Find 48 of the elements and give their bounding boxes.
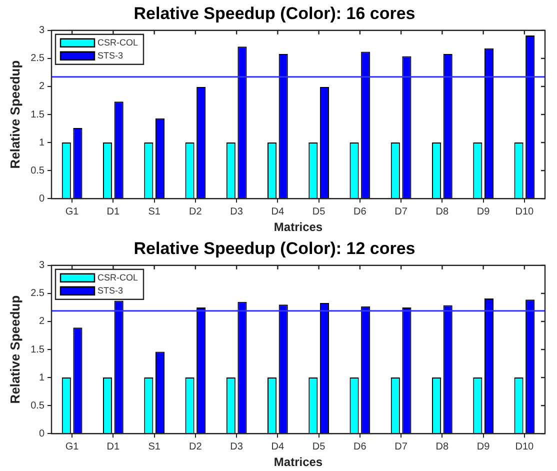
x-tick-label: D7 bbox=[394, 441, 408, 452]
legend-label: CSR-COL bbox=[98, 37, 138, 48]
y-tick-label: 1 bbox=[38, 137, 45, 148]
legend-label: CSR-COL bbox=[98, 272, 138, 282]
x-tick-label: D4 bbox=[271, 206, 285, 218]
y-tick-label: 2.5 bbox=[30, 288, 45, 300]
x-tick-label: G1 bbox=[65, 206, 80, 218]
x-tick-label: G1 bbox=[65, 441, 80, 452]
x-tick-label: D4 bbox=[271, 441, 285, 452]
y-tick-label: 2.5 bbox=[30, 53, 45, 64]
x-tick-label: S1 bbox=[148, 441, 161, 452]
x-axis-title: Matrices bbox=[274, 220, 323, 234]
y-tick-label: 0.5 bbox=[30, 400, 45, 412]
x-tick-label: D7 bbox=[394, 206, 408, 218]
y-tick-label: 0 bbox=[38, 428, 45, 440]
y-tick-label: 2 bbox=[38, 316, 45, 328]
x-tick-label: D5 bbox=[312, 441, 326, 452]
y-tick-label: 1.5 bbox=[30, 344, 45, 356]
y-tick-label: 2 bbox=[38, 81, 45, 92]
x-tick-label: D2 bbox=[189, 441, 202, 452]
x-tick-label: D6 bbox=[354, 206, 367, 218]
x-tick-label: D1 bbox=[106, 441, 120, 452]
x-tick-label: D3 bbox=[230, 441, 244, 452]
y-axis-title: Relative Speedup bbox=[7, 295, 22, 404]
y-tick-label: 0.5 bbox=[30, 165, 45, 176]
y-tick-label: 3 bbox=[38, 25, 45, 36]
x-tick-label: D9 bbox=[476, 206, 490, 218]
x-tick-label: D5 bbox=[312, 206, 326, 218]
x-tick-label: D8 bbox=[436, 206, 450, 218]
x-tick-label: S1 bbox=[148, 206, 161, 218]
y-tick-label: 1.5 bbox=[30, 109, 45, 120]
y-axis-title: Relative Speedup bbox=[7, 60, 22, 169]
x-tick-label: D6 bbox=[354, 441, 367, 452]
chart-title: Relative Speedup (Color): 16 cores bbox=[134, 4, 416, 23]
x-tick-label: D10 bbox=[515, 206, 534, 218]
chart-title: Relative Speedup (Color): 12 cores bbox=[134, 238, 416, 258]
x-tick-label: D8 bbox=[436, 441, 450, 452]
x-axis-title: Matrices bbox=[274, 455, 323, 470]
legend-label: STS-3 bbox=[98, 50, 124, 60]
legend-label: STS-3 bbox=[98, 285, 124, 296]
x-tick-label: D10 bbox=[515, 441, 534, 452]
y-tick-label: 3 bbox=[38, 260, 45, 272]
x-tick-label: D2 bbox=[189, 206, 202, 218]
y-tick-label: 0 bbox=[38, 193, 45, 204]
x-tick-label: D3 bbox=[230, 206, 244, 218]
y-tick-label: 1 bbox=[38, 372, 45, 384]
x-tick-label: D1 bbox=[106, 206, 120, 218]
x-tick-label: D9 bbox=[476, 441, 490, 452]
